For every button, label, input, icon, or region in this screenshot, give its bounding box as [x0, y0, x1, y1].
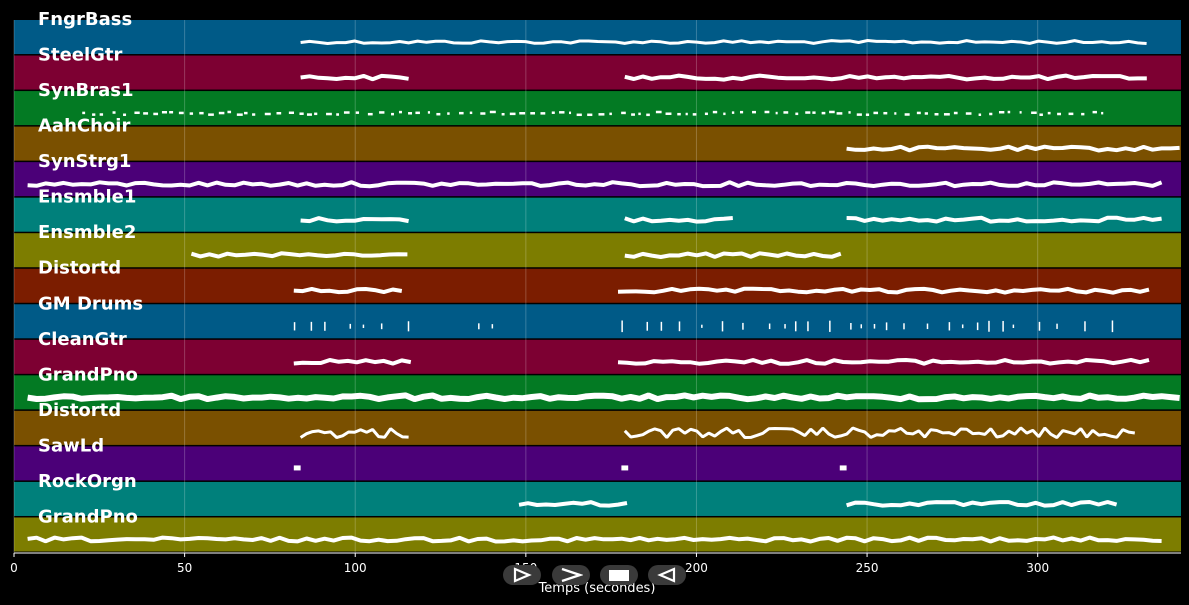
track-label: SynStrg1	[38, 151, 131, 172]
forward-icon	[561, 567, 583, 583]
note-segment	[478, 323, 494, 330]
note-segment	[624, 251, 842, 259]
forward-button[interactable]	[552, 565, 590, 585]
note-segment	[299, 427, 409, 439]
note-segment	[300, 39, 1147, 45]
track-label: GM Drums	[38, 293, 143, 314]
note-segment	[27, 392, 1180, 403]
note-segment	[293, 465, 301, 471]
track-label: GrandPno	[38, 506, 138, 527]
x-tick-label: 250	[856, 561, 879, 575]
track-label: SynBras1	[38, 80, 134, 101]
note-segment	[300, 216, 409, 224]
track-lane	[14, 339, 1181, 374]
note-segment	[82, 110, 1104, 117]
back-icon	[657, 567, 676, 583]
track-lane	[14, 517, 1181, 552]
track-labels: FngrBass SteelGtr SynBras1 AahChoir SynStrg1…	[38, 9, 143, 527]
track-lane	[14, 126, 1181, 161]
play-icon	[513, 567, 532, 583]
note-segment	[624, 216, 733, 224]
x-axis-title: Temps (secondes)	[538, 581, 656, 596]
track-label: SteelGtr	[38, 45, 123, 66]
track-label: GrandPno	[38, 364, 138, 385]
track-label: FngrBass	[38, 9, 132, 30]
track-label: Ensmble2	[38, 222, 136, 243]
stop-button[interactable]	[600, 565, 638, 585]
track-lane	[14, 446, 1181, 481]
note-segment	[27, 535, 1162, 544]
track-label: Distortd	[38, 400, 121, 421]
note-marks	[27, 39, 1180, 544]
x-axis: 050100150200250300	[10, 552, 1181, 575]
note-segment	[621, 465, 629, 471]
note-segment	[293, 358, 412, 366]
track-label: SawLd	[38, 435, 104, 456]
note-segment	[624, 73, 1147, 82]
note-segment	[27, 180, 1163, 189]
track-lane	[14, 20, 1181, 55]
x-tick-label: 50	[177, 561, 192, 575]
back-button[interactable]	[648, 565, 686, 585]
note-segment	[617, 357, 1150, 366]
track-lane	[14, 375, 1181, 410]
note-segment	[621, 320, 1114, 333]
note-segment	[623, 426, 1136, 439]
track-lane	[14, 268, 1181, 303]
x-tick-label: 100	[344, 561, 367, 575]
track-lane	[14, 233, 1181, 268]
track-label: AahChoir	[38, 116, 130, 137]
track-lane	[14, 197, 1181, 232]
x-tick-label: 0	[10, 561, 18, 575]
grid-lines	[13, 20, 1039, 553]
note-segment	[846, 500, 1118, 508]
track-lane	[14, 91, 1181, 126]
note-segment	[190, 251, 408, 259]
note-segment	[617, 286, 1150, 295]
play-button[interactable]	[503, 565, 541, 585]
track-lane	[14, 55, 1181, 90]
track-lane	[14, 162, 1181, 197]
note-segment	[518, 500, 628, 508]
track-label: RockOrgn	[38, 471, 137, 492]
track-lane	[14, 304, 1181, 339]
note-segment	[300, 73, 409, 82]
track-lane	[14, 481, 1181, 516]
note-segment	[846, 215, 1162, 224]
track-label: CleanGtr	[38, 329, 127, 350]
track-lane	[14, 410, 1181, 445]
track-label: Ensmble1	[38, 187, 136, 208]
note-segment	[293, 321, 410, 332]
stop-icon	[609, 570, 629, 581]
note-segment	[839, 465, 847, 471]
note-segment	[293, 286, 403, 295]
x-tick-label: 200	[685, 561, 708, 575]
x-tick-label: 300	[1026, 561, 1049, 575]
note-segment	[846, 144, 1180, 153]
track-label: Distortd	[38, 258, 121, 279]
track-lanes	[14, 20, 1181, 552]
